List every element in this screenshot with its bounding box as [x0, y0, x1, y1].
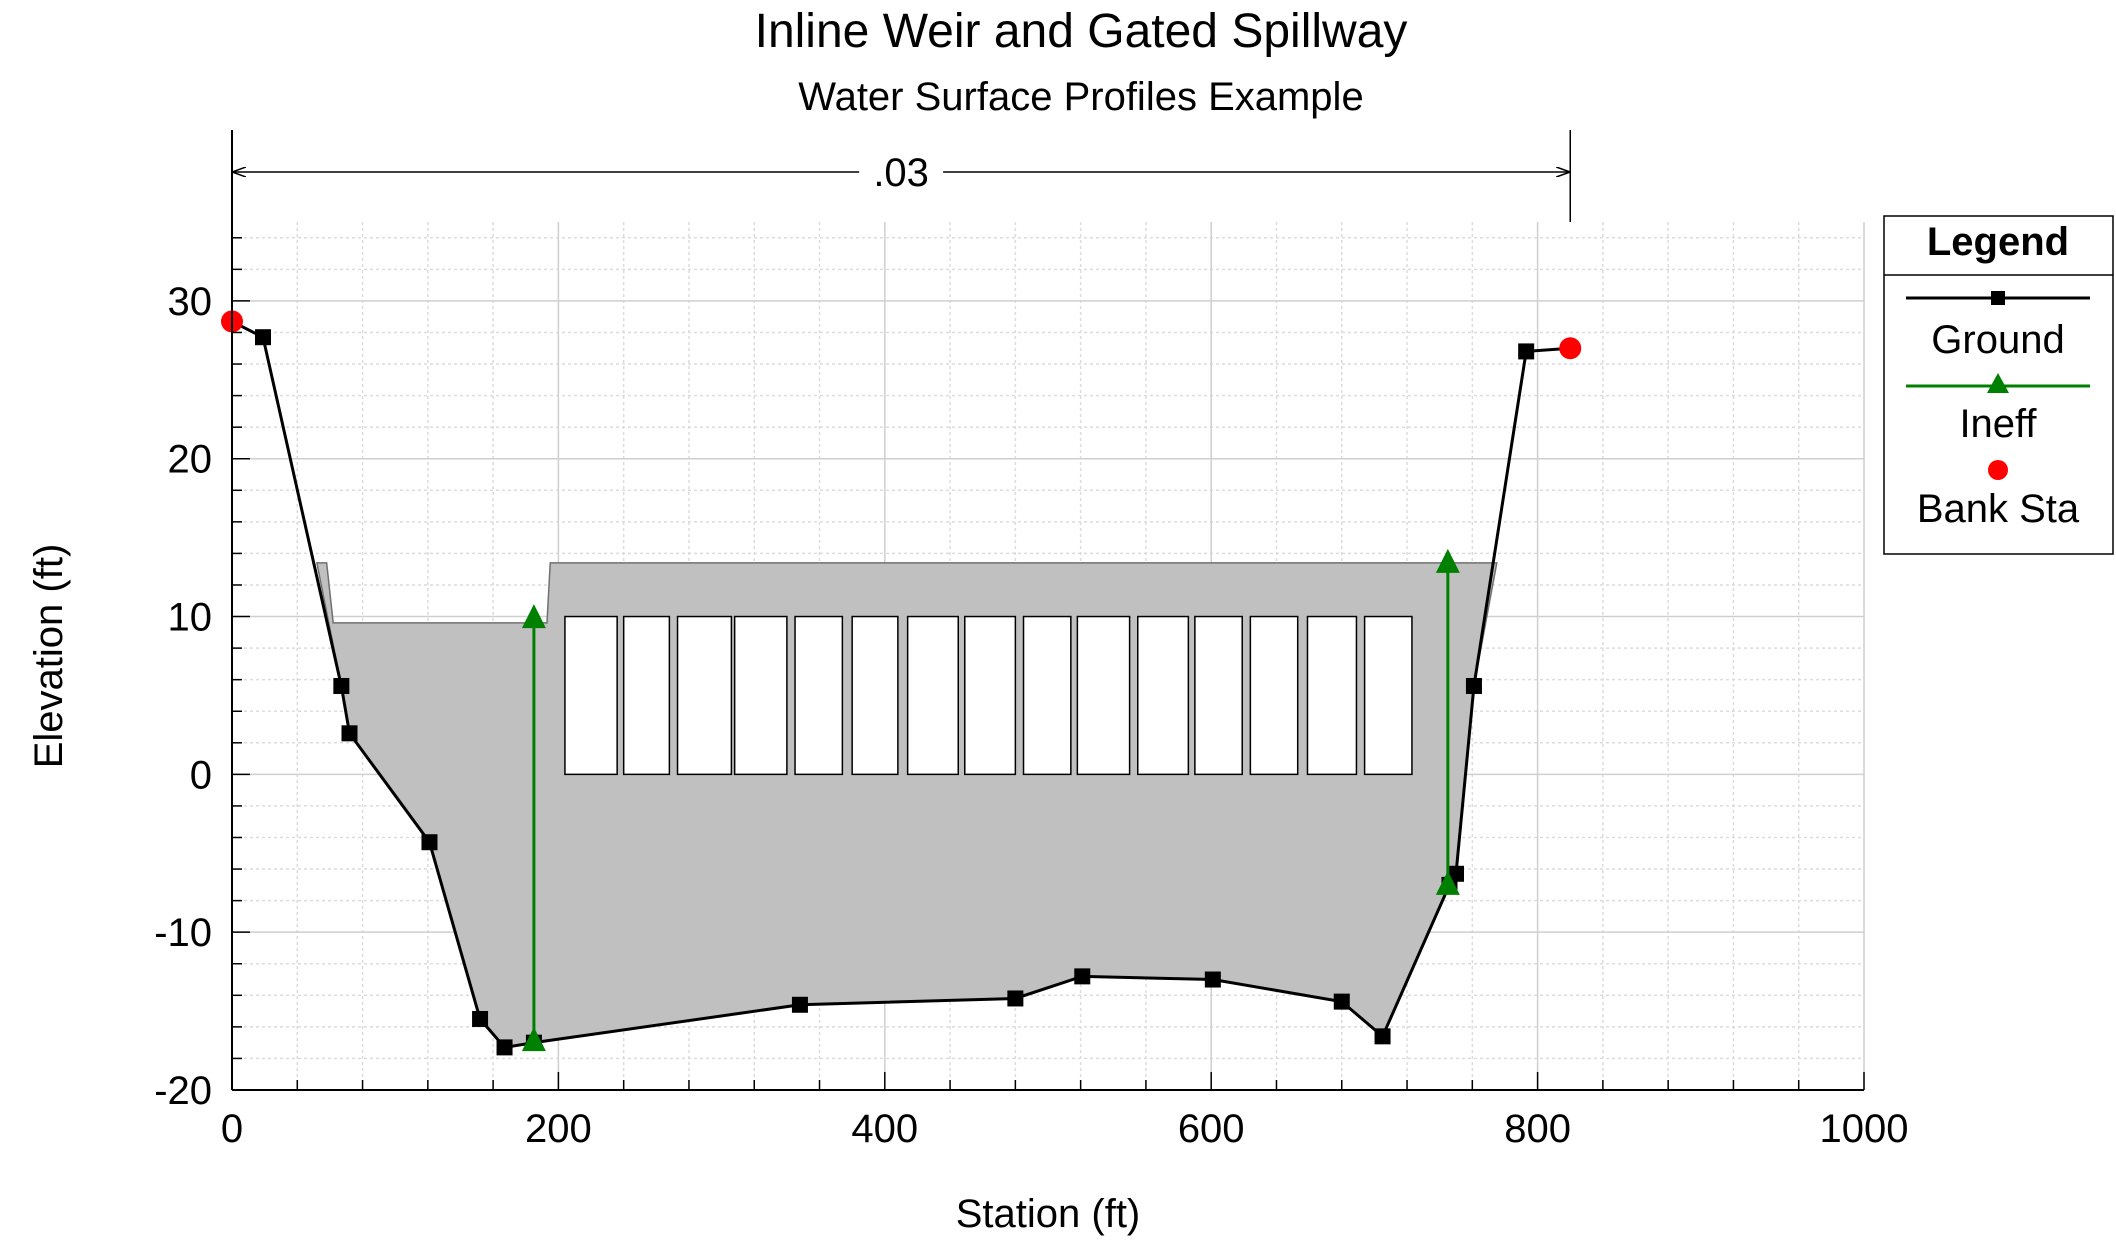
ground-point	[496, 1039, 513, 1056]
ineff-point	[521, 604, 546, 629]
x-tick-label: 0	[221, 1107, 243, 1151]
x-axis-label: Station (ft)	[956, 1192, 1141, 1236]
ground-point	[791, 996, 808, 1013]
x-tick-label: 200	[525, 1107, 592, 1151]
ineff-point	[1435, 548, 1460, 573]
y-tick-labels: -20 -10 0 10 20 30	[154, 280, 212, 1113]
gate-openings	[564, 615, 1413, 776]
y-axis-label: Elevation (ft)	[27, 544, 71, 769]
gate-opening	[851, 615, 899, 776]
gate-opening	[906, 615, 959, 776]
ground-point	[255, 329, 272, 346]
gate-opening	[622, 615, 671, 776]
x-tick-label: 1000	[1820, 1107, 1909, 1151]
legend-ground-label: Ground	[1931, 318, 2064, 362]
gate-opening	[564, 615, 618, 776]
series-ineff	[521, 548, 1460, 1052]
x-tick-labels: 0 200 400 600 800 1000	[221, 1107, 1909, 1151]
legend-bank-marker	[1988, 460, 2008, 480]
x-tick-label: 800	[1504, 1107, 1571, 1151]
series-ground	[231, 320, 1571, 1056]
legend-title: Legend	[1927, 220, 2069, 264]
axes	[231, 130, 1865, 1091]
y-tick-label: -10	[154, 911, 212, 955]
gate-opening	[964, 615, 1017, 776]
legend: Legend Ground Ineff Bank Sta	[1883, 215, 2114, 555]
y-tick-label: 10	[168, 596, 213, 640]
y-tick-label: 0	[190, 753, 212, 797]
ground-point	[1333, 993, 1350, 1010]
ground-point	[1007, 990, 1024, 1007]
gate-opening	[1194, 615, 1243, 776]
chart-title: Inline Weir and Gated Spillway	[755, 5, 1408, 58]
gate-opening	[794, 615, 844, 776]
ground-point	[1074, 968, 1091, 985]
y-tick-label: 20	[168, 438, 213, 482]
ineff-point	[1435, 870, 1460, 895]
ground-point	[1448, 865, 1464, 882]
manning-n-indicator: .03	[231, 130, 1571, 222]
bank-sta-point	[1559, 337, 1582, 360]
x-tick-label: 600	[1178, 1107, 1245, 1151]
y-tick-label: 30	[168, 280, 213, 324]
legend-ground-marker	[1991, 291, 2005, 305]
chart-subtitle: Water Surface Profiles Example	[798, 75, 1363, 119]
ground-point	[1374, 1028, 1391, 1045]
ground-point	[1465, 677, 1482, 694]
gate-opening	[1306, 615, 1358, 776]
ineff-point	[521, 1027, 546, 1052]
gate-opening	[1137, 615, 1190, 776]
manning-n-label: .03	[873, 151, 929, 195]
legend-bank-label: Bank Sta	[1917, 487, 2080, 531]
ground-point	[341, 725, 358, 742]
gate-opening	[1022, 615, 1072, 776]
ground-point	[421, 834, 438, 851]
ground-point	[1204, 971, 1221, 988]
gate-opening	[1076, 615, 1131, 776]
gate-opening	[1363, 615, 1413, 776]
x-tick-label: 400	[851, 1107, 918, 1151]
gate-opening	[1249, 615, 1299, 776]
legend-ineff-label: Ineff	[1959, 402, 2037, 446]
ground-point	[1518, 343, 1535, 360]
legend-ineff-marker	[1987, 373, 2009, 393]
gate-opening	[733, 615, 788, 776]
y-tick-label: -20	[154, 1069, 212, 1113]
ground-point	[333, 677, 350, 694]
gate-opening	[676, 615, 733, 776]
ground-point	[472, 1010, 489, 1027]
